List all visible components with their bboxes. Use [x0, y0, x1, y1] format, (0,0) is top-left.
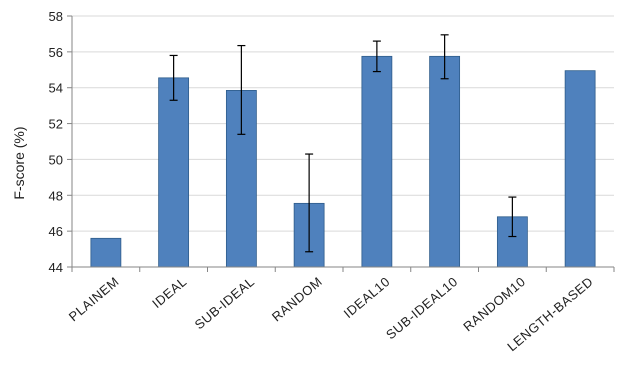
error-bar-sub-ideal	[237, 44, 246, 135]
error-bars	[169, 34, 517, 253]
error-bar-ideal	[169, 54, 178, 101]
x-tick-labels: PLAINEM IDEAL SUB-IDEAL RANDOM IDEAL10SUB-ID…	[66, 274, 596, 354]
y-tick-labels: 44 46 48 50 52 54 56 58	[49, 9, 72, 275]
y-tick-label: 56	[49, 45, 63, 60]
bar-random10	[496, 216, 528, 268]
x-tick-label: RANDOM10	[460, 274, 528, 335]
axes	[71, 16, 615, 272]
bar-plainem	[90, 237, 122, 268]
y-tick-label: 54	[49, 81, 63, 96]
x-tick-label: SUB-IDEAL10	[383, 274, 461, 342]
y-tick-label: 48	[49, 188, 63, 203]
y-tick-label: 46	[49, 224, 63, 239]
x-tick-label: SUB-IDEAL	[192, 274, 258, 333]
bar-ideal	[158, 77, 190, 268]
x-tick-label: RANDOM	[269, 274, 325, 325]
error-bar-random	[305, 153, 314, 253]
y-tick-label: 44	[49, 260, 63, 275]
grid-lines	[72, 15, 614, 232]
y-tick-label: 50	[49, 152, 63, 167]
y-tick-label: 52	[49, 117, 63, 132]
x-tick-label: PLAINEM	[66, 274, 122, 324]
bar-ideal10	[361, 55, 393, 268]
bars	[90, 55, 596, 268]
y-tick-label: 58	[49, 9, 63, 24]
x-tick-label: IDEAL	[149, 274, 189, 311]
error-bar-ideal10	[372, 40, 381, 73]
bar-length-based	[564, 70, 596, 268]
x-tick-label: IDEAL10	[341, 274, 393, 321]
error-bar-sub-ideal10	[440, 34, 449, 80]
error-bar-random10	[508, 196, 517, 238]
y-axis-title: F-score (%)	[11, 126, 27, 199]
bar-sub-ideal10	[429, 55, 461, 268]
